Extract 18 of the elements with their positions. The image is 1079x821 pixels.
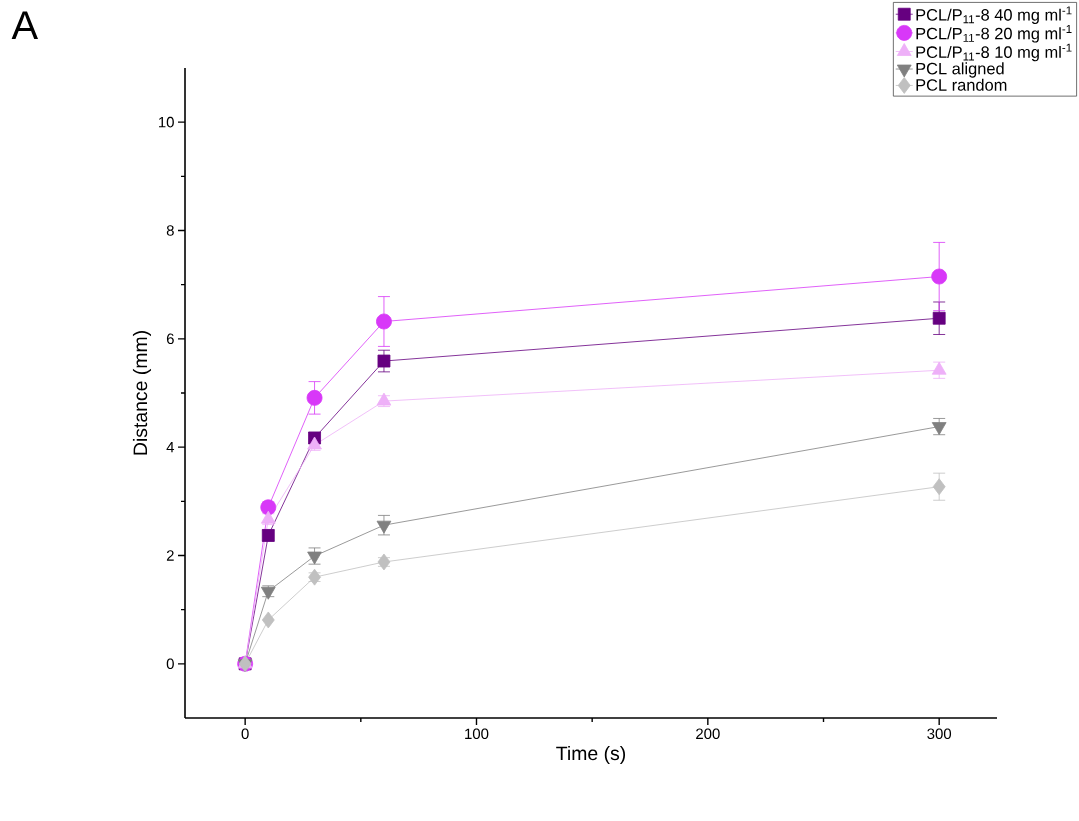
y-tick-label: 10 (159, 116, 174, 128)
legend-label: PCL random (916, 78, 1007, 91)
x-axis-title: Time (s) (556, 745, 626, 765)
y-axis-title: Distance (mm) (132, 331, 152, 455)
text: A (11, 11, 39, 39)
y-tick-label: 0 (166, 658, 174, 670)
y-tick-label: 6 (166, 333, 174, 345)
y-tick-label: 8 (166, 225, 174, 236)
y-tick-label: 2 (166, 550, 174, 561)
x-tick-label: 200 (696, 728, 720, 740)
legend-label: PCL/P$_{11}$-8 40 mg ml$^{-1}$ (916, 6, 1072, 24)
legend-label: PCL/P$_{11}$-8 10 mg ml$^{-1}$ (916, 43, 1072, 62)
y-tick-label: 4 (166, 442, 175, 453)
x-tick-label: 300 (927, 728, 952, 740)
legend-label: PCL/P$_{11}$-8 20 mg ml$^{-1}$ (916, 25, 1072, 43)
x-tick-label: 0 (241, 728, 249, 740)
x-tick-label: 100 (465, 728, 489, 740)
legend-label: PCL aligned (916, 62, 1004, 78)
